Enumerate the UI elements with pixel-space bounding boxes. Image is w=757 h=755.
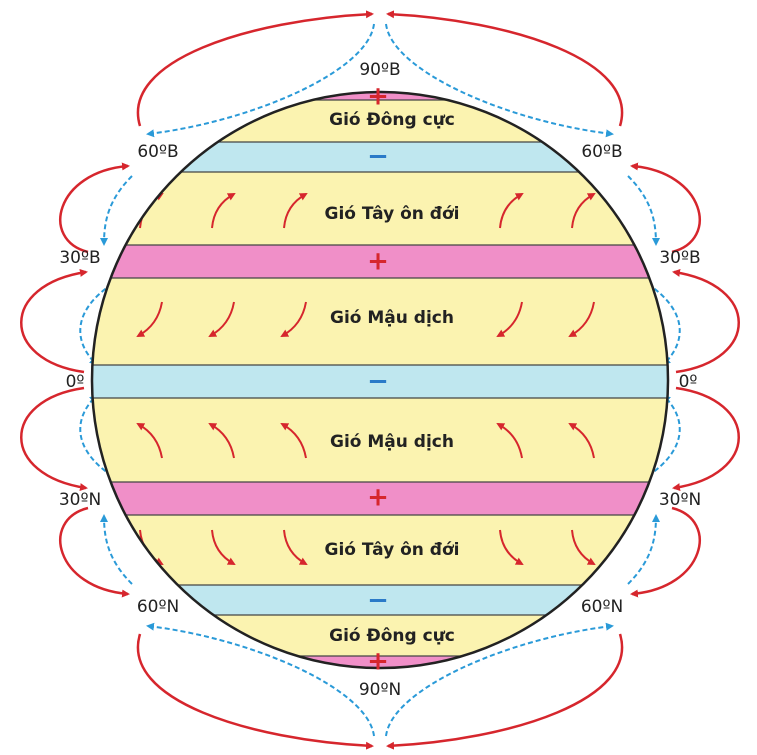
belt-label: Gió Mậu dịch bbox=[330, 308, 454, 328]
pressure-sign: + bbox=[367, 647, 389, 677]
latitude-label: 0º bbox=[679, 372, 698, 392]
belt-label: Gió Tây ôn đới bbox=[325, 540, 460, 560]
pressure-sign: − bbox=[367, 142, 389, 172]
belt-label: Gió Đông cực bbox=[329, 626, 455, 646]
latitude-label: 60ºN bbox=[137, 597, 179, 617]
latitude-label: 30ºN bbox=[659, 490, 701, 510]
pressure-sign: + bbox=[367, 82, 389, 112]
belt-label: Gió Mậu dịch bbox=[330, 432, 454, 452]
latitude-label: 30ºN bbox=[59, 490, 101, 510]
belt-label: Gió Tây ôn đới bbox=[325, 204, 460, 224]
latitude-label: 0º bbox=[66, 372, 85, 392]
pressure-sign: + bbox=[367, 483, 389, 513]
belt-label: Gió Đông cực bbox=[329, 110, 455, 130]
latitude-label: 60ºN bbox=[581, 597, 623, 617]
latitude-label: 90ºN bbox=[359, 680, 401, 700]
latitude-label: 60ºB bbox=[137, 142, 178, 162]
pressure-sign: − bbox=[367, 586, 389, 616]
pressure-sign: + bbox=[367, 247, 389, 277]
latitude-label: 60ºB bbox=[581, 142, 622, 162]
latitude-label: 30ºB bbox=[59, 248, 100, 268]
wind-diagram: 90ºB 60ºB 60ºB 30ºB 30ºB 0º 0º 30ºN 30ºN 60ºN 60ºN… bbox=[0, 0, 757, 755]
pressure-sign: − bbox=[367, 367, 389, 397]
latitude-label: 30ºB bbox=[659, 248, 700, 268]
latitude-label: 90ºB bbox=[359, 60, 400, 80]
